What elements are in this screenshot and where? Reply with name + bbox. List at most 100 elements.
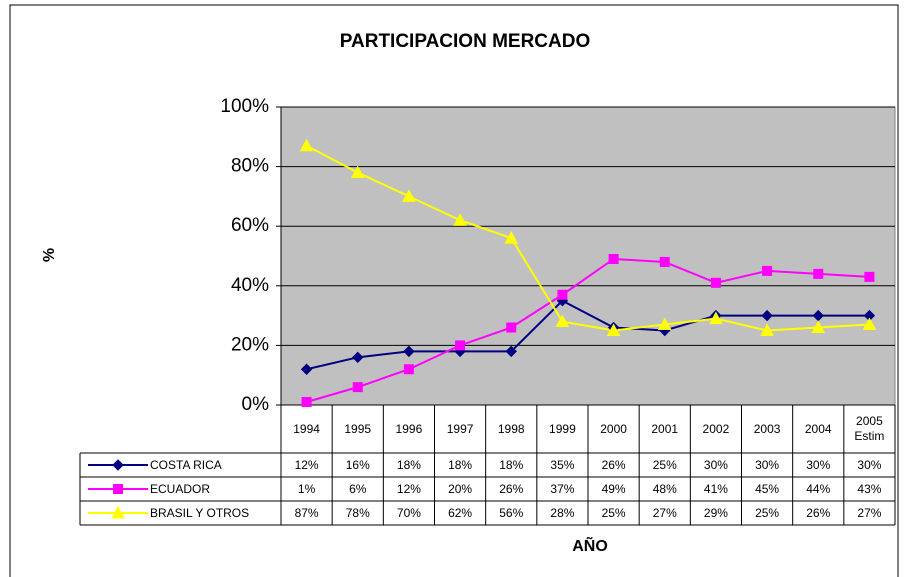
x-tick-label-box: 2005 Estim <box>844 407 895 451</box>
data-label: 87% <box>295 506 319 520</box>
data-label: 27% <box>857 506 881 520</box>
x-tick-label: 1995 <box>344 421 372 436</box>
y-tick-label: 20% <box>231 334 269 355</box>
marker <box>352 382 363 393</box>
x-tick-label-wrap: 2005 Estim <box>844 407 895 451</box>
data-label: 12% <box>397 482 421 496</box>
marker <box>402 189 416 202</box>
x-tick-label-box: 2004 <box>793 407 844 451</box>
x-tick-label: 2002 <box>702 421 730 436</box>
data-label: 30% <box>857 458 881 472</box>
marker <box>761 309 773 322</box>
marker <box>555 314 570 328</box>
x-tick-label: 2005 Estim <box>854 414 885 443</box>
x-tick-label-wrap: 1998 <box>486 407 537 451</box>
data-label: 45% <box>755 482 779 496</box>
x-tick-label-wrap: 2003 <box>742 407 793 451</box>
data-label: 1% <box>298 482 316 496</box>
data-label: 29% <box>704 506 728 520</box>
marker <box>760 323 774 336</box>
x-tick-label-wrap: 1999 <box>537 407 588 451</box>
marker <box>403 345 415 358</box>
x-tick-label-box: 1995 <box>332 407 383 451</box>
data-label: 12% <box>295 458 319 472</box>
marker <box>862 317 877 331</box>
x-tick-label-wrap: 2004 <box>793 407 844 451</box>
marker <box>455 340 466 351</box>
x-tick-label-wrap: 2001 <box>639 407 690 451</box>
data-label: 27% <box>653 506 677 520</box>
marker <box>811 320 826 334</box>
x-tick-label-wrap: 1995 <box>332 407 383 451</box>
data-label: 44% <box>806 482 830 496</box>
data-label: 62% <box>448 506 472 520</box>
x-tick-label: 1996 <box>395 421 423 436</box>
marker <box>864 271 875 282</box>
data-label: 35% <box>550 458 574 472</box>
data-label: 18% <box>448 458 472 472</box>
data-label: 70% <box>397 506 421 520</box>
data-label: 20% <box>448 482 472 496</box>
data-label: 18% <box>499 458 523 472</box>
marker <box>557 289 568 300</box>
y-tick-label: 80% <box>231 156 269 177</box>
x-tick-label-box: 1994 <box>281 407 332 451</box>
x-tick-label-wrap: 1994 <box>281 407 332 451</box>
y-tick-label: 0% <box>242 394 270 415</box>
x-tick-label-box: 1997 <box>435 407 486 451</box>
marker <box>352 351 364 364</box>
marker <box>301 397 312 408</box>
legend-label: COSTA RICA <box>150 458 222 472</box>
y-tick-label: 100% <box>220 96 269 117</box>
data-label: 41% <box>704 482 728 496</box>
data-label: 26% <box>806 506 830 520</box>
x-tick-label-box: 1996 <box>395 421 423 436</box>
data-label: 28% <box>550 506 574 520</box>
series-line <box>306 257 870 403</box>
data-label: 18% <box>397 458 421 472</box>
data-label: 48% <box>653 482 677 496</box>
x-tick-label: 1994 <box>293 421 320 436</box>
marker <box>606 323 621 336</box>
x-tick-label-wrap: 2002 <box>690 407 741 451</box>
x-tick-label-box: 1998 <box>486 407 537 451</box>
marker <box>762 265 773 276</box>
marker <box>504 231 519 244</box>
series-line <box>306 299 870 371</box>
legend-label: ECUADOR <box>150 482 210 496</box>
x-tick-label: 1997 <box>446 421 474 436</box>
data-label: 26% <box>602 458 626 472</box>
data-label: 30% <box>755 458 779 472</box>
y-tick-label: 60% <box>231 215 269 236</box>
marker <box>659 256 670 267</box>
x-tick-label: 1999 <box>549 421 576 436</box>
x-tick-label-box: 2000 <box>600 421 627 436</box>
x-tick-label-box: 2001 <box>639 407 690 451</box>
marker <box>710 277 721 288</box>
marker <box>657 317 672 331</box>
data-label: 78% <box>346 506 370 520</box>
data-label: 49% <box>602 482 626 496</box>
x-tick-label-box: 2003 <box>742 407 793 451</box>
marker <box>112 459 124 471</box>
marker <box>453 213 467 226</box>
y-tick-label: 40% <box>231 275 269 296</box>
data-label: 37% <box>550 482 574 496</box>
data-label: 56% <box>499 506 523 520</box>
x-tick-label-box: 2002 <box>690 407 741 451</box>
x-axis-label: AÑO <box>572 535 608 555</box>
data-label: 6% <box>349 482 367 496</box>
marker <box>113 484 123 494</box>
data-label: 16% <box>346 458 370 472</box>
x-tick-label-wrap: 1997 <box>435 407 486 451</box>
marker <box>350 165 365 179</box>
marker <box>506 322 517 333</box>
x-tick-label: 2001 <box>651 421 679 436</box>
chart-title: PARTICIPACION MERCADO <box>340 31 591 52</box>
marker <box>505 345 517 358</box>
x-tick-label: 2000 <box>600 421 627 436</box>
data-label: 30% <box>704 458 728 472</box>
data-label: 25% <box>755 506 779 520</box>
marker <box>813 268 824 279</box>
